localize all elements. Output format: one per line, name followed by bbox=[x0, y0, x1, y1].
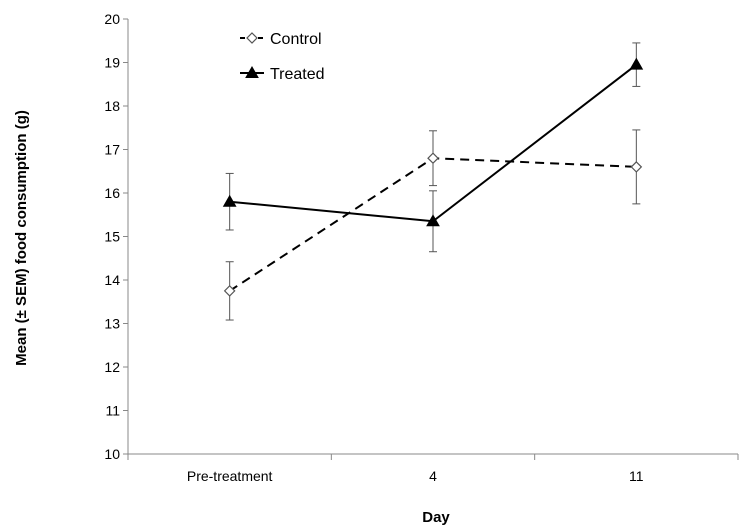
legend-marker bbox=[245, 65, 259, 78]
x-tick-label: Pre-treatment bbox=[187, 468, 273, 484]
y-tick-label: 18 bbox=[104, 98, 120, 114]
legend-item-control: Control bbox=[240, 31, 322, 48]
x-axis-title: Day bbox=[422, 509, 450, 526]
x-axis: Pre-treatment 4 11 bbox=[127, 453, 739, 484]
y-tick-label: 14 bbox=[104, 272, 120, 288]
data-point bbox=[629, 57, 644, 70]
x-tick-label: 4 bbox=[429, 468, 437, 484]
data-point bbox=[630, 161, 643, 173]
y-tick-label: 19 bbox=[104, 55, 120, 71]
y-axis-title: Mean (± SEM) food consumption (g) bbox=[13, 110, 30, 366]
series-treated bbox=[222, 42, 644, 253]
y-tick-label: 11 bbox=[105, 403, 120, 419]
y-tick-label: 12 bbox=[104, 359, 120, 375]
y-axis: 10 11 12 13 14 15 16 17 18 19 20 bbox=[104, 11, 129, 462]
data-point bbox=[427, 152, 439, 165]
y-tick-label: 17 bbox=[104, 142, 120, 158]
legend-item-treated: Treated bbox=[240, 65, 325, 83]
series-control bbox=[223, 129, 643, 321]
legend-label: Treated bbox=[270, 66, 325, 83]
legend-label: Control bbox=[270, 31, 322, 48]
data-point bbox=[222, 194, 237, 207]
y-tick-label: 16 bbox=[104, 185, 120, 201]
series-layer bbox=[222, 42, 644, 321]
legend: Control Treated bbox=[240, 31, 325, 83]
x-tick-label: 11 bbox=[629, 468, 644, 484]
y-tick-label: 10 bbox=[104, 446, 120, 462]
y-tick-label: 20 bbox=[104, 11, 120, 27]
y-tick-label: 13 bbox=[104, 316, 120, 332]
data-point bbox=[223, 285, 236, 297]
legend-marker bbox=[246, 32, 258, 44]
y-tick-label: 15 bbox=[104, 229, 120, 245]
data-point bbox=[426, 214, 440, 227]
